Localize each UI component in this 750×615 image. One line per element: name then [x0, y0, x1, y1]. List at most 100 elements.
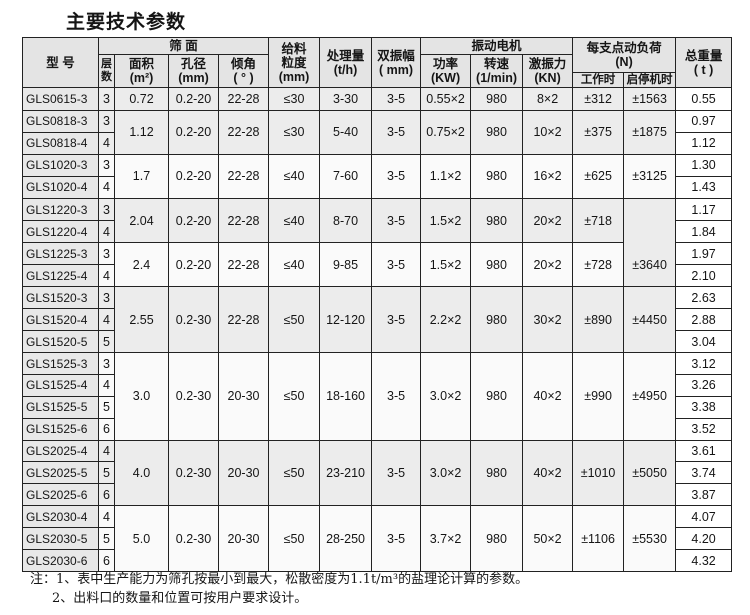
model-cell: GLS0818-4: [22, 131, 99, 155]
feed-size-cell: ≤50: [268, 439, 321, 507]
model-cell: GLS1220-3: [22, 197, 99, 222]
area-cell: 4.0: [114, 439, 169, 507]
amplitude-cell: 3-5: [371, 242, 422, 288]
speed-cell: 980: [470, 242, 524, 288]
table-row: GLS2030-6 6: [22, 549, 732, 573]
layers-cell: 3: [98, 109, 115, 133]
layers-cell: 4: [98, 439, 115, 463]
speed-cell: 980: [470, 286, 524, 354]
hole-cell: 0.2-30: [168, 505, 219, 573]
weight-cell: 4.07 4.20 4.32: [675, 505, 733, 573]
layers-cell: 4: [98, 373, 115, 397]
weight-stack: 2.63 2.88 3.04: [676, 288, 731, 352]
table-row: GLS1225-4 4: [22, 264, 732, 288]
angle-cell: 20-30: [217, 505, 270, 573]
weight-value: 1.17: [691, 202, 716, 217]
capacity-cell: 8-70: [319, 197, 373, 244]
area-cell: 5.0: [114, 505, 169, 573]
header-power: 功率 (KW): [420, 54, 472, 88]
feed-size-cell: ≤40: [268, 242, 321, 288]
angle-cell: 22-28: [217, 242, 270, 288]
capacity-cell: 23-210: [319, 439, 373, 507]
area-cell: 2.4: [114, 242, 169, 288]
feed-size-cell: ≤40: [268, 153, 321, 199]
speed-cell: 980: [470, 352, 524, 441]
header-speed: 转速 (1/min): [470, 54, 524, 88]
force-cell: 10×2: [522, 109, 574, 155]
weight-cell: 1.97 2.10: [675, 242, 733, 288]
weight-cell: 3.12 3.26 3.38 3.52: [675, 352, 733, 441]
model-cell: GLS2025-5: [22, 461, 99, 485]
layers-cell: 3: [98, 242, 115, 266]
layers-cell: 3: [98, 197, 115, 222]
working-load-cell: ±890: [572, 286, 625, 354]
start-stop-load-cell: ±5530: [623, 505, 677, 573]
weight-stack: 0.55: [677, 88, 731, 109]
weight-value: 3.61: [691, 444, 716, 458]
start-stop-load-cell: ±4950: [623, 352, 677, 441]
weight-value: 3.87: [676, 483, 731, 504]
table-row: GLS1525-6 6: [22, 417, 732, 441]
table-row: GLS1225-3 3 2.4 0.2-20 22-28 ≤40 9-85 3-5 1.5×2 9…: [22, 242, 733, 288]
hole-cell: 0.2-20: [168, 242, 219, 288]
force-cell: 30×2: [522, 286, 574, 354]
table-row: GLS1020-3 3 1.7 0.2-20 22-28 ≤40 7-60 3-5 1.1×2 9…: [22, 153, 733, 199]
table-row: GLS1220-3 3 2.04 0.2-20 22-28 ≤40 8-70 3-5 1.5×2…: [22, 197, 733, 288]
weight-stack: 1.30 1.43: [676, 155, 731, 197]
model-cell: GLS0818-3: [22, 109, 99, 133]
hole-cell: 0.2-20: [168, 87, 219, 111]
header-working: 工作时: [572, 72, 625, 88]
header-start-stop: 启停机时: [623, 72, 677, 88]
model-cell: GLS2030-6: [22, 549, 99, 573]
speed-cell: 980: [470, 153, 524, 199]
amplitude-cell: 3-5: [371, 439, 422, 507]
weight-value: 3.74: [676, 461, 731, 483]
power-cell: 3.0×2: [420, 439, 472, 507]
power-cell: 1.5×2: [420, 242, 472, 288]
power-cell: 1.5×2: [420, 197, 472, 244]
capacity-cell: 7-60: [319, 153, 373, 199]
force-cell: 50×2: [522, 505, 574, 573]
layers-cell: 5: [98, 527, 115, 551]
amplitude-cell: 3-5: [371, 505, 422, 573]
speed-cell: 980: [470, 87, 524, 111]
header-model: 型 号: [22, 37, 99, 88]
header-amplitude: 双振幅 ( mm): [371, 37, 422, 88]
hole-cell: 0.2-30: [168, 286, 219, 354]
layers-cell: 4: [98, 175, 115, 199]
header-layers: 层数: [98, 54, 115, 88]
start-stop-load-cell: ±5050: [623, 439, 677, 507]
model-cell: GLS2030-5: [22, 527, 99, 551]
weight-cell: 0.55: [675, 87, 733, 111]
amplitude-cell: 3-5: [371, 87, 422, 111]
table-row: GLS1520-4 4: [22, 308, 732, 332]
angle-cell: 20-30: [217, 439, 270, 507]
weight-value: 4.07: [691, 509, 716, 524]
model-cell: GLS1525-3: [22, 352, 99, 375]
table-body: GLS0615-3 3 0.72 0.2-20 22-28 ≤30 3-30 3-5 0.55×…: [22, 87, 733, 573]
hole-cell: 0.2-20: [168, 109, 219, 155]
speed-cell: 980: [470, 505, 524, 573]
angle-cell: 20-30: [217, 352, 270, 441]
working-load-cell: ±728: [572, 242, 625, 288]
table-row: GLS1520-3 3 2.55 0.2-30 22-28 ≤50 12-120 3-5 2.2…: [22, 286, 733, 354]
model-cell: GLS2025-4: [22, 439, 99, 463]
table-row: GLS1525-3 3 3.0 0.2-30 20-30 ≤50 18-160 3-5 3.0×…: [22, 352, 733, 441]
area-cell: 0.72: [114, 87, 169, 111]
model-cell: GLS1220-4: [22, 220, 99, 244]
table-row: GLS2025-4 4 4.0 0.2-30 20-30 ≤50 23-210 3-5 3.0×…: [22, 439, 733, 507]
weight-stack: 1.97 2.10: [676, 244, 731, 286]
start-stop-load-cell: ±3640: [623, 197, 677, 288]
note-1: 注：1、表中生产能力为筛孔按最小到最大，松散密度为1.1t/m³的盐理论计算的参…: [30, 572, 529, 587]
layers-cell: 5: [98, 395, 115, 419]
power-cell: 0.55×2: [420, 87, 472, 111]
power-cell: 1.1×2: [420, 153, 472, 199]
feed-size-cell: ≤50: [268, 352, 321, 441]
weight-value: 3.38: [676, 395, 731, 418]
weight-cell: 1.17 1.84: [675, 197, 733, 244]
header-motor: 振动电机: [420, 37, 574, 55]
speed-cell: 980: [470, 109, 524, 155]
page-title: 主要技术参数: [66, 12, 187, 33]
working-load-cell: ±1106: [572, 505, 625, 573]
force-cell: 16×2: [522, 153, 574, 199]
